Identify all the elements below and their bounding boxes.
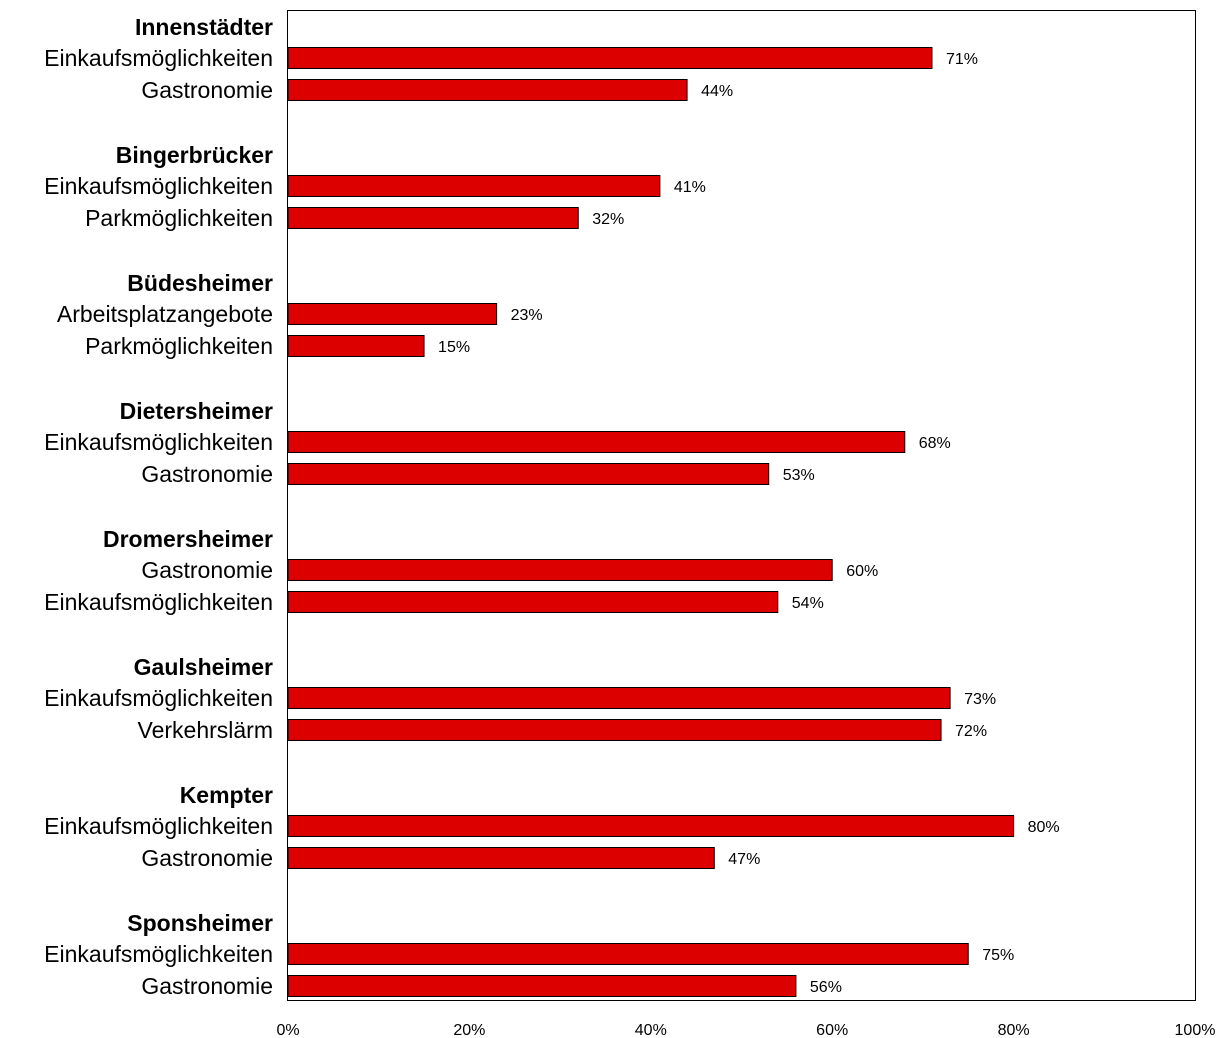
data-label: 72% — [955, 723, 987, 740]
category-label: Parkmöglichkeiten — [85, 205, 273, 231]
x-tick-label: 100% — [1175, 1022, 1216, 1038]
bar — [287, 207, 579, 229]
bar — [287, 559, 833, 581]
category-label: Parkmöglichkeiten — [85, 333, 273, 359]
bar — [287, 975, 797, 997]
bar — [287, 463, 770, 485]
category-label: Gastronomie — [141, 845, 273, 871]
bar — [287, 847, 715, 869]
bar — [287, 175, 661, 197]
category-label: Gastronomie — [141, 461, 273, 487]
category-label: Einkaufsmöglichkeiten — [44, 685, 273, 711]
bar — [287, 815, 1015, 837]
data-label: 56% — [810, 979, 842, 996]
x-tick-label: 0% — [276, 1022, 299, 1038]
category-label: Einkaufsmöglichkeiten — [44, 813, 273, 839]
group-label: Innenstädter — [135, 14, 273, 40]
group-label: Bingerbrücker — [116, 142, 273, 168]
category-label: Einkaufsmöglichkeiten — [44, 429, 273, 455]
data-label: 80% — [1028, 819, 1060, 836]
data-label: 15% — [438, 339, 470, 356]
bar — [287, 335, 425, 357]
group-label: Dromersheimer — [103, 526, 273, 552]
category-label: Arbeitsplatzangebote — [57, 301, 273, 327]
category-label: Verkehrslärm — [138, 717, 273, 743]
category-label: Einkaufsmöglichkeiten — [44, 589, 273, 615]
data-label: 53% — [783, 467, 815, 484]
bar — [287, 591, 779, 613]
bar — [287, 303, 498, 325]
category-label: Gastronomie — [141, 557, 273, 583]
group-label: Büdesheimer — [127, 270, 273, 296]
data-label: 73% — [964, 691, 996, 708]
category-label: Einkaufsmöglichkeiten — [44, 45, 273, 71]
x-tick-label: 20% — [453, 1022, 485, 1038]
bar — [287, 79, 688, 101]
labels-layer: Innenstädter Einkaufsmöglichkeiten 71% Gast… — [44, 14, 1059, 999]
category-label: Gastronomie — [141, 973, 273, 999]
data-label: 54% — [792, 595, 824, 612]
ticks-layer: 0% 20% 40% 60% 80% 100% — [276, 1022, 1215, 1038]
data-label: 60% — [846, 563, 878, 580]
data-label: 41% — [674, 179, 706, 196]
bar — [287, 47, 933, 69]
group-label: Dietersheimer — [120, 398, 273, 424]
x-tick-label: 80% — [998, 1022, 1030, 1038]
category-label: Einkaufsmöglichkeiten — [44, 173, 273, 199]
group-label: Kempter — [180, 782, 273, 808]
x-tick-label: 40% — [635, 1022, 667, 1038]
category-label: Einkaufsmöglichkeiten — [44, 941, 273, 967]
data-label: 23% — [511, 307, 543, 324]
data-label: 47% — [728, 851, 760, 868]
bar — [287, 431, 906, 453]
bar — [287, 719, 942, 741]
bar — [287, 943, 969, 965]
data-label: 68% — [919, 435, 951, 452]
bar — [287, 687, 951, 709]
data-label: 75% — [982, 947, 1014, 964]
group-label: Sponsheimer — [127, 910, 273, 936]
data-label: 32% — [592, 211, 624, 228]
data-label: 71% — [946, 51, 978, 68]
x-tick-label: 60% — [816, 1022, 848, 1038]
category-label: Gastronomie — [141, 77, 273, 103]
data-label: 44% — [701, 83, 733, 100]
group-label: Gaulsheimer — [134, 654, 273, 680]
bars-layer — [287, 47, 1015, 997]
